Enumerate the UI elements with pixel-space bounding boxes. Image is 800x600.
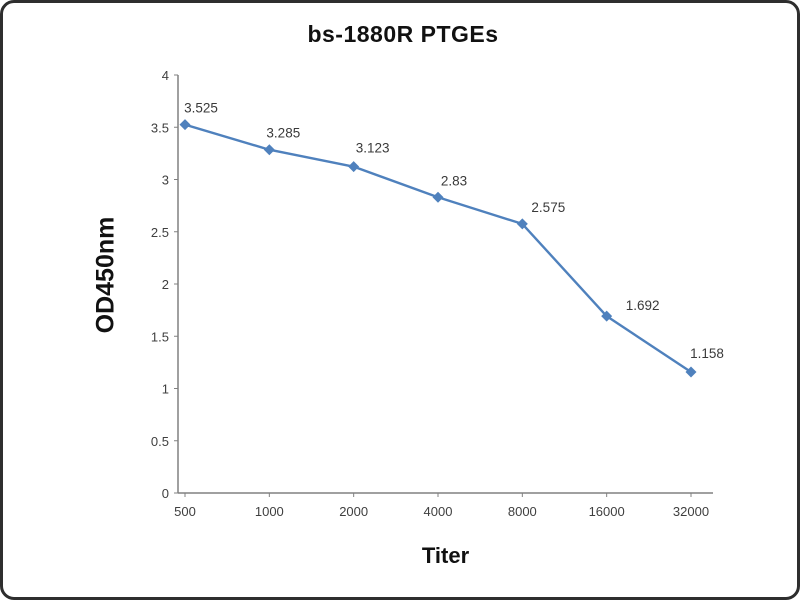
y-axis-label: OD450nm (91, 216, 120, 334)
x-tick-label: 1000 (255, 504, 284, 519)
data-point-marker (516, 218, 528, 230)
data-point-marker (685, 366, 697, 378)
data-point-marker (348, 161, 360, 173)
y-tick-label: 2.5 (151, 225, 169, 240)
data-point-label: 2.83 (441, 173, 467, 188)
data-point-label: 3.285 (266, 126, 300, 141)
data-point-label: 1.158 (690, 346, 724, 361)
data-point-label: 2.575 (531, 200, 565, 215)
y-tick-label: 3.5 (151, 120, 169, 135)
y-tick-label: 1.5 (151, 329, 169, 344)
data-point-marker (432, 191, 444, 203)
y-tick-label: 0.5 (151, 434, 169, 449)
data-point-label: 3.525 (184, 101, 218, 116)
y-tick-label: 1 (162, 382, 169, 397)
x-tick-label: 16000 (589, 504, 625, 519)
chart-title: bs-1880R PTGEs (307, 21, 499, 47)
y-tick-label: 0 (162, 486, 169, 501)
line-chart: 0 0.5 1 1.5 2 2.5 3 3.5 4 500 1000 2000 4000 8000 1600… (151, 68, 724, 519)
data-point-marker (179, 119, 191, 131)
data-point-marker (601, 310, 613, 322)
y-tick-label: 3 (162, 173, 169, 188)
x-tick-label: 8000 (508, 504, 537, 519)
y-tick-label: 2 (162, 277, 169, 292)
data-point-label: 3.123 (356, 141, 390, 156)
x-tick-label: 32000 (673, 504, 709, 519)
data-point-marker (263, 144, 275, 156)
data-point-label: 1.692 (626, 298, 660, 313)
x-tick-label: 2000 (339, 504, 368, 519)
series-line (183, 123, 693, 374)
x-tick-label: 500 (174, 504, 196, 519)
x-tick-label: 4000 (424, 504, 453, 519)
y-tick-label: 4 (162, 68, 169, 83)
x-axis-label: Titer (421, 543, 470, 568)
